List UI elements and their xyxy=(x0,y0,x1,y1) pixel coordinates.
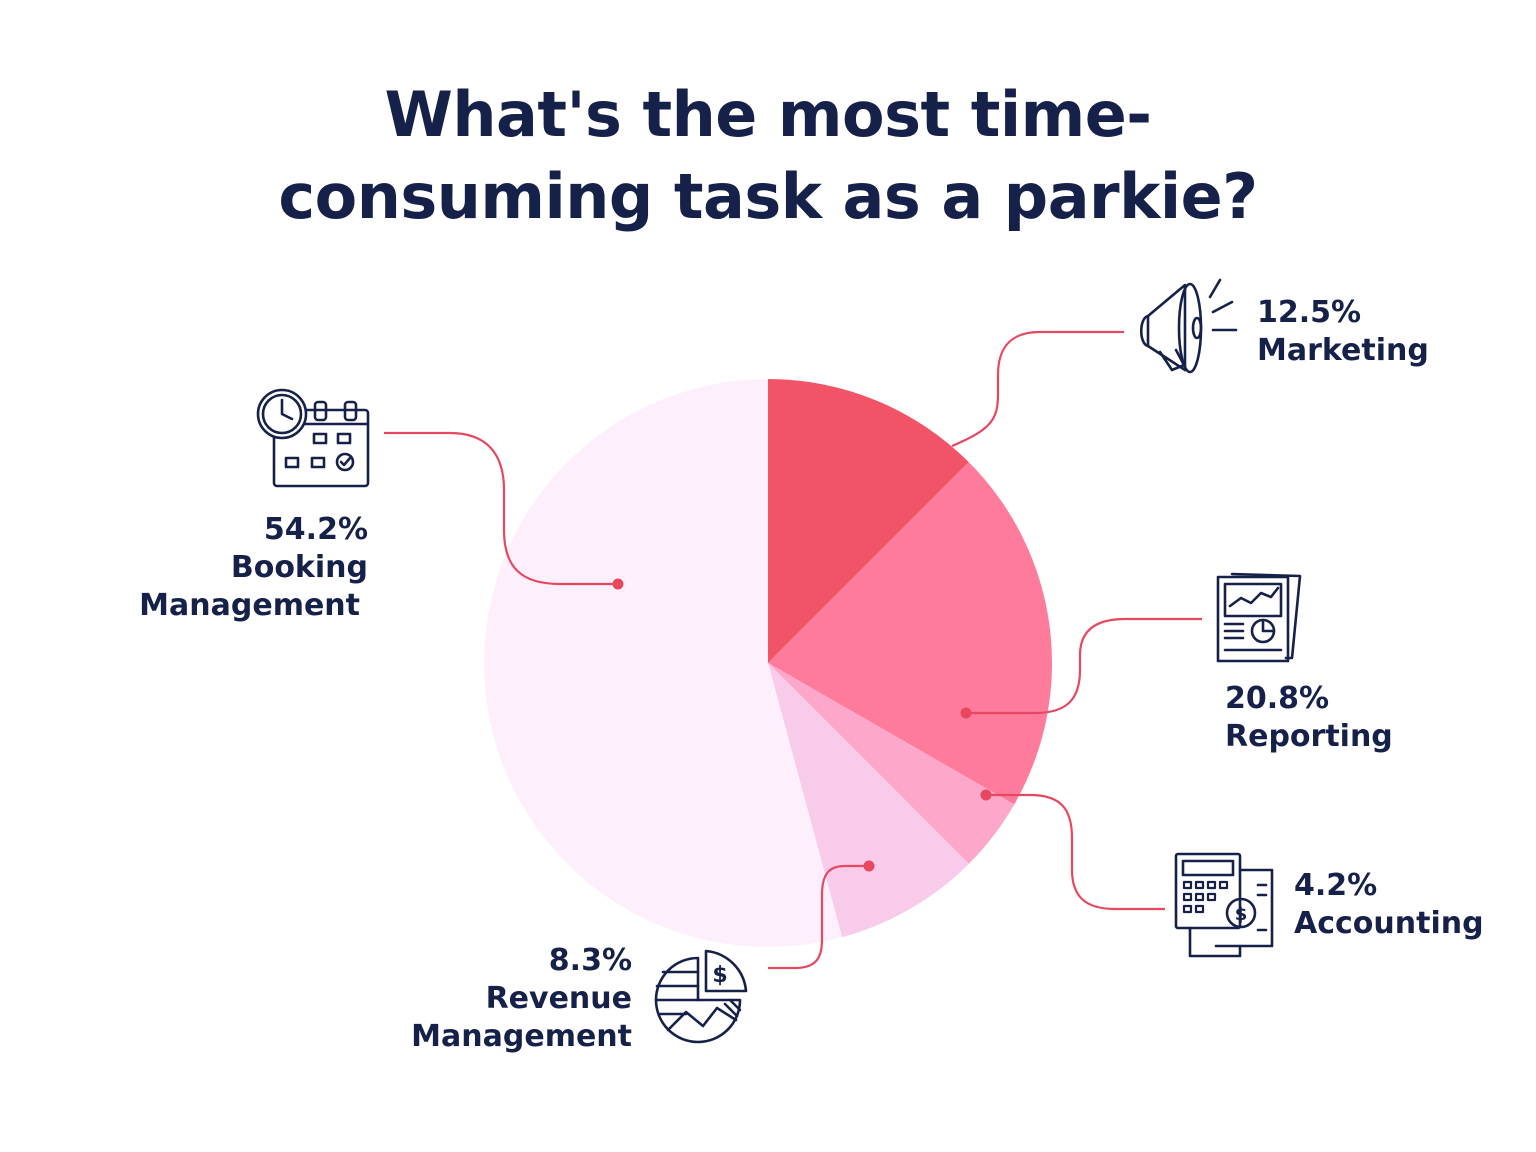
pie-slice-booking-management xyxy=(484,379,843,947)
megaphone-icon xyxy=(1139,278,1238,374)
label-revenue: 8.3% Revenue Management xyxy=(330,942,632,1056)
leader-dot-revenue xyxy=(863,860,875,872)
label-marketing: 12.5% Marketing xyxy=(1257,294,1429,370)
leader-dots xyxy=(612,578,992,872)
label-booking-name-line-1: Booking xyxy=(230,550,368,585)
leader-line-reporting xyxy=(966,617,1202,715)
label-marketing-name: Marketing xyxy=(1257,333,1429,368)
pie-slice-reporting xyxy=(768,462,1053,805)
label-accounting: 4.2% Accounting xyxy=(1294,867,1484,943)
leader-dot-accounting xyxy=(980,789,992,801)
label-booking-percent: 54.2% xyxy=(263,512,368,547)
pie-slices xyxy=(484,379,1053,947)
revenue-pie-icon: $ xyxy=(654,949,748,1044)
label-booking: 54.2% Booking Management xyxy=(100,511,368,625)
label-reporting-name: Reporting xyxy=(1225,719,1393,754)
leader-dot-reporting xyxy=(960,707,972,719)
label-reporting-percent: 20.8% xyxy=(1225,681,1330,716)
calculator-icon: $ xyxy=(1174,852,1274,958)
label-accounting-percent: 4.2% xyxy=(1294,868,1378,903)
pie-slice-accounting xyxy=(768,663,1015,864)
label-revenue-name-line-2: Management xyxy=(411,1019,632,1054)
leader-lines xyxy=(384,330,1202,970)
chart-title: What's the most time- consuming task as … xyxy=(0,74,1536,238)
label-accounting-name: Accounting xyxy=(1294,906,1484,941)
leader-line-marketing xyxy=(951,330,1124,448)
svg-text:$: $ xyxy=(1235,904,1248,925)
calendar-clock-icon xyxy=(256,388,370,488)
label-revenue-percent: 8.3% xyxy=(548,943,632,978)
leader-line-revenue xyxy=(768,864,869,970)
pie-slice-revenue-management xyxy=(768,663,969,938)
label-reporting: 20.8% Reporting xyxy=(1225,680,1393,756)
leader-line-accounting xyxy=(986,793,1165,911)
leader-dot-booking xyxy=(612,578,624,590)
label-booking-name-line-2: Management xyxy=(139,588,360,623)
label-marketing-percent: 12.5% xyxy=(1257,295,1362,330)
chart-title-line-1: What's the most time- xyxy=(384,78,1152,151)
chart-title-line-2: consuming task as a parkie? xyxy=(278,160,1258,233)
leader-line-booking xyxy=(384,431,618,586)
svg-text:$: $ xyxy=(712,963,727,988)
label-revenue-name-line-1: Revenue xyxy=(485,981,632,1016)
pie-slice-marketing xyxy=(768,379,969,663)
report-chart-icon xyxy=(1216,572,1302,663)
